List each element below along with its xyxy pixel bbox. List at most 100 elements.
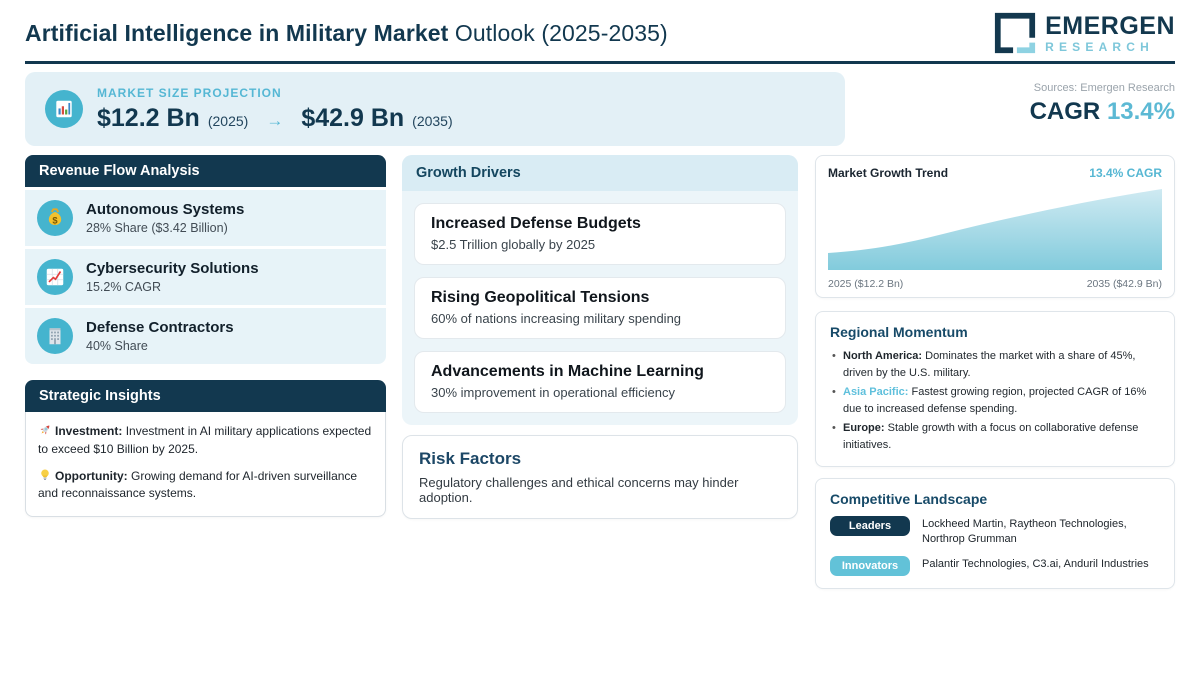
logo-line2: RESEARCH	[1045, 39, 1155, 54]
innovators-companies: Palantir Technologies, C3.ai, Anduril In…	[922, 557, 1149, 570]
regional-list: North America: Dominates the market with…	[830, 348, 1160, 454]
chart-header: Market Growth Trend 13.4% CAGR	[828, 166, 1162, 180]
sources-cagr-block: Sources: Emergen Research CAGR 13.4%	[1030, 82, 1175, 126]
risk-factors-title: Risk Factors	[419, 449, 522, 468]
driver-title: Advancements in Machine Learning	[431, 363, 704, 380]
page-title: Artificial Intelligence in Military Mark…	[25, 20, 668, 47]
market-value-2025: $12.2 Bn	[97, 103, 200, 132]
list-item-text: Autonomous Systems 28% Share ($3.42 Bill…	[86, 201, 244, 235]
logo-line1: EMERGEN	[1045, 11, 1175, 40]
svg-text:$: $	[52, 215, 58, 225]
item-title: Defense Contractors	[86, 319, 234, 336]
competitive-landscape-title: Competitive Landscape	[830, 491, 988, 508]
item-title: Autonomous Systems	[86, 201, 245, 218]
region-text: Fastest growing region, projected CAGR o…	[843, 386, 1147, 416]
market-year-2035: (2035)	[412, 112, 453, 129]
market-value-2035: $42.9 Bn	[301, 103, 405, 132]
header-divider	[25, 61, 1175, 64]
strategic-insights-title: Strategic Insights	[25, 380, 386, 412]
revenue-flow-panel: Revenue Flow Analysis $ Autonomous Syste…	[25, 155, 386, 364]
driver-subtitle: 60% of nations increasing military spend…	[431, 311, 682, 326]
item-title: Cybersecurity Solutions	[86, 260, 259, 277]
item-subtitle: 15.2% CAGR	[86, 280, 162, 294]
driver-title: Increased Defense Budgets	[431, 215, 641, 232]
banner-values: $12.2 Bn (2025) → $42.9 Bn (2035)	[97, 104, 453, 133]
region-north-america: North America: Dominates the market with…	[830, 348, 1160, 382]
sources-text: Sources: Emergen Research	[1033, 82, 1175, 94]
region-label: Europe:	[843, 422, 885, 435]
market-size-banner: MARKET SIZE PROJECTION $12.2 Bn (2025) →…	[25, 72, 845, 146]
insight-investment: Investment: Investment in AI military ap…	[38, 423, 373, 459]
driver-card-machine-learning: Advancements in Machine Learning 30% imp…	[414, 351, 786, 413]
logo-mark-icon	[995, 12, 1036, 54]
line-chart-icon	[37, 259, 73, 295]
list-item-cybersecurity-solutions: Cybersecurity Solutions 15.2% CAGR	[25, 249, 386, 305]
strategic-insights-panel: Strategic Insights Investment: Investmen…	[25, 380, 386, 517]
region-text: Dominates the market with a share of 45%…	[843, 350, 1136, 380]
arrow-right-icon: →	[266, 110, 284, 130]
risk-factors-card: Risk Factors Regulatory challenges and e…	[402, 435, 798, 519]
risk-factors-text: Regulatory challenges and ethical concer…	[419, 475, 739, 505]
header: Artificial Intelligence in Military Mark…	[25, 6, 1175, 60]
insight-text: Growing demand for AI-driven surveillanc…	[38, 468, 358, 501]
leaders-row: Leaders Lockheed Martin, Raytheon Techno…	[830, 516, 1160, 547]
item-subtitle: 40% Share	[86, 339, 148, 353]
driver-subtitle: 30% improvement in operational efficienc…	[431, 385, 676, 400]
page-title-regular: Outlook (2025-2035)	[448, 19, 668, 46]
brand-logo: EMERGEN RESEARCH	[993, 11, 1175, 55]
cagr-percent: 13.4%	[1106, 98, 1175, 125]
insight-opportunity: Opportunity: Growing demand for AI-drive…	[38, 468, 373, 504]
bar-chart-icon	[45, 90, 83, 128]
chart-x-axis: 2025 ($12.2 Bn) 2035 ($42.9 Bn)	[828, 278, 1162, 290]
area-chart	[828, 186, 1162, 275]
regional-momentum-card: Regional Momentum North America: Dominat…	[815, 311, 1175, 468]
growth-drivers-panel: Growth Drivers Increased Defense Budgets…	[402, 155, 798, 425]
region-europe: Europe: Stable growth with a focus on co…	[830, 420, 1160, 454]
list-item-text: Defense Contractors 40% Share	[86, 319, 234, 353]
money-bag-icon: $	[37, 200, 73, 236]
growth-area-plot	[828, 189, 1162, 270]
driver-title: Rising Geopolitical Tensions	[431, 289, 650, 306]
growth-drivers-title: Growth Drivers	[402, 155, 798, 191]
region-asia-pacific: Asia Pacific: Fastest growing region, pr…	[830, 384, 1160, 418]
insight-label: Investment:	[55, 424, 123, 438]
region-label: Asia Pacific:	[843, 386, 909, 399]
cagr-value: CAGR 13.4%	[1030, 98, 1175, 126]
region-label: North America:	[843, 350, 923, 362]
competitive-landscape-card: Competitive Landscape Leaders Lockheed M…	[815, 478, 1175, 589]
leaders-companies: Lockheed Martin, Raytheon Technologies, …	[922, 518, 1127, 546]
left-column: Revenue Flow Analysis $ Autonomous Syste…	[25, 155, 386, 517]
leaders-badge: Leaders	[830, 516, 910, 537]
x-tick-2035: 2035 ($42.9 Bn)	[1086, 278, 1162, 290]
insight-label: Opportunity:	[55, 468, 128, 483]
market-year-2025: (2025)	[207, 112, 249, 129]
chart-title: Market Growth Trend	[828, 166, 949, 180]
rocket-icon	[40, 425, 50, 435]
right-column: Market Growth Trend 13.4% CAGR 2025 ($12…	[815, 155, 1175, 589]
driver-subtitle: $2.5 Trillion globally by 2025	[431, 237, 596, 252]
cagr-label: CAGR	[1029, 98, 1101, 125]
lightbulb-icon	[41, 468, 49, 480]
item-subtitle: 28% Share ($3.42 Billion)	[86, 221, 228, 235]
banner-content: MARKET SIZE PROJECTION $12.2 Bn (2025) →…	[97, 86, 453, 133]
innovators-row: Innovators Palantir Technologies, C3.ai,…	[830, 555, 1160, 576]
market-growth-trend-card: Market Growth Trend 13.4% CAGR 2025 ($12…	[815, 155, 1175, 298]
regional-momentum-title: Regional Momentum	[830, 324, 968, 340]
region-text: Stable growth with a focus on collaborat…	[843, 422, 1139, 452]
logo-text: EMERGEN RESEARCH	[1045, 11, 1175, 54]
middle-column: Growth Drivers Increased Defense Budgets…	[402, 155, 798, 519]
driver-card-geopolitical-tensions: Rising Geopolitical Tensions 60% of nati…	[414, 277, 786, 339]
innovators-badge: Innovators	[830, 555, 910, 576]
building-icon	[37, 318, 73, 354]
list-item-defense-contractors: Defense Contractors 40% Share	[25, 308, 386, 364]
banner-label: MARKET SIZE PROJECTION	[97, 85, 282, 100]
chart-cagr-badge: 13.4% CAGR	[1089, 166, 1162, 180]
driver-card-defense-budgets: Increased Defense Budgets $2.5 Trillion …	[414, 203, 786, 265]
page-title-bold: Artificial Intelligence in Military Mark…	[25, 19, 449, 46]
list-item-autonomous-systems: $ Autonomous Systems 28% Share ($3.42 Bi…	[25, 190, 386, 246]
list-item-text: Cybersecurity Solutions 15.2% CAGR	[86, 260, 259, 294]
revenue-flow-title: Revenue Flow Analysis	[25, 155, 386, 187]
x-tick-2025: 2025 ($12.2 Bn)	[828, 278, 904, 290]
insight-text: Investment in AI military applications e…	[38, 424, 372, 456]
